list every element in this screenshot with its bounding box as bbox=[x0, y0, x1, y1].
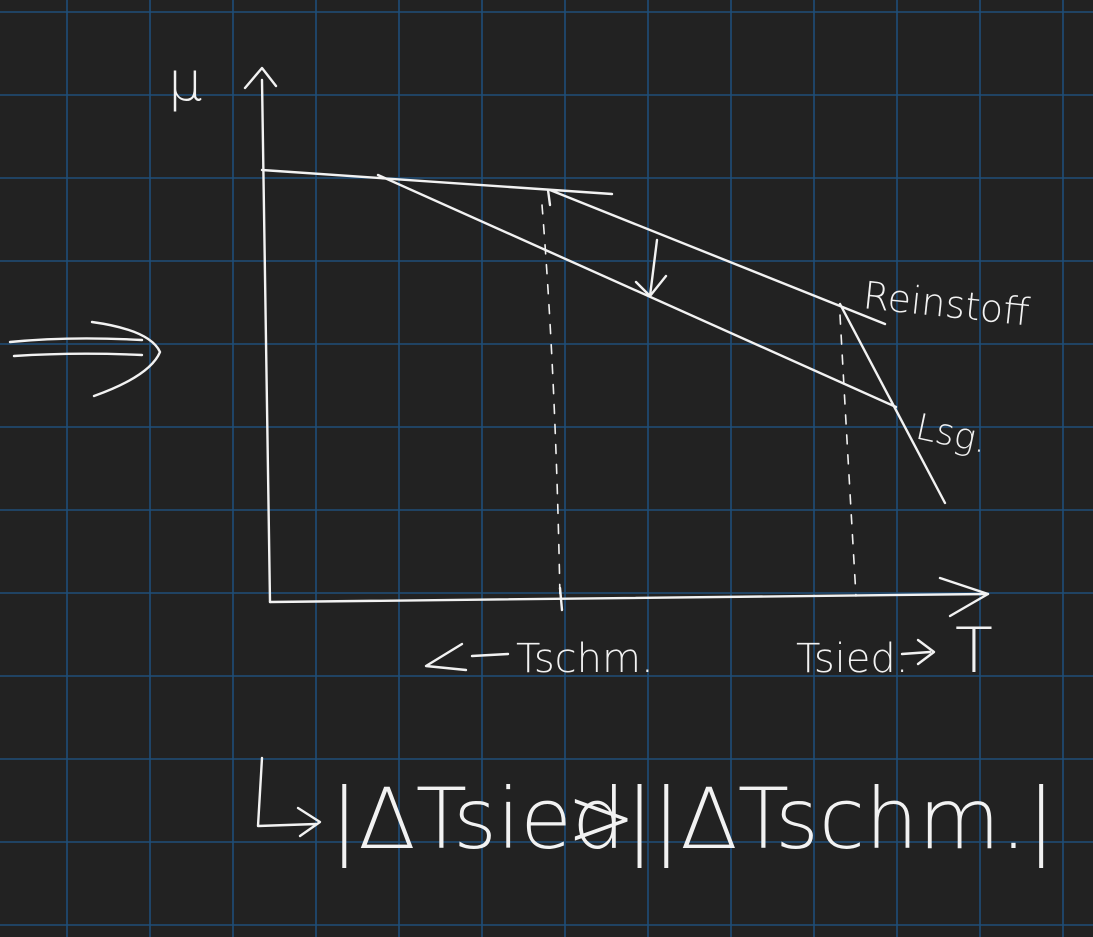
x-axis bbox=[268, 576, 990, 618]
melting-point-projection bbox=[541, 188, 564, 612]
boiling-point-projection bbox=[839, 314, 857, 597]
boiling-point-label: Tsied. bbox=[796, 636, 908, 682]
down-arrow-icon bbox=[634, 238, 668, 298]
implies-arrow-icon bbox=[8, 320, 162, 398]
conclusion-left: |ΔTsied| bbox=[330, 770, 654, 868]
conclusion-arrow-icon bbox=[256, 756, 322, 838]
pure-substance-curve bbox=[260, 168, 947, 505]
boiling-shift-arrow-icon bbox=[900, 638, 936, 666]
x-axis-label: T bbox=[955, 614, 993, 687]
y-axis-label: μ bbox=[168, 50, 202, 113]
solution-label: Lsg. bbox=[912, 407, 991, 462]
solution-curve bbox=[376, 173, 898, 409]
conclusion-right: |ΔTschm.| bbox=[652, 770, 1055, 868]
melting-shift-arrow-icon bbox=[424, 642, 510, 672]
y-axis bbox=[243, 66, 278, 604]
melting-point-label: Tschm. bbox=[516, 636, 654, 682]
pure-substance-label: Reinstoff bbox=[861, 273, 1032, 334]
conclusion-operator: > bbox=[566, 768, 636, 866]
